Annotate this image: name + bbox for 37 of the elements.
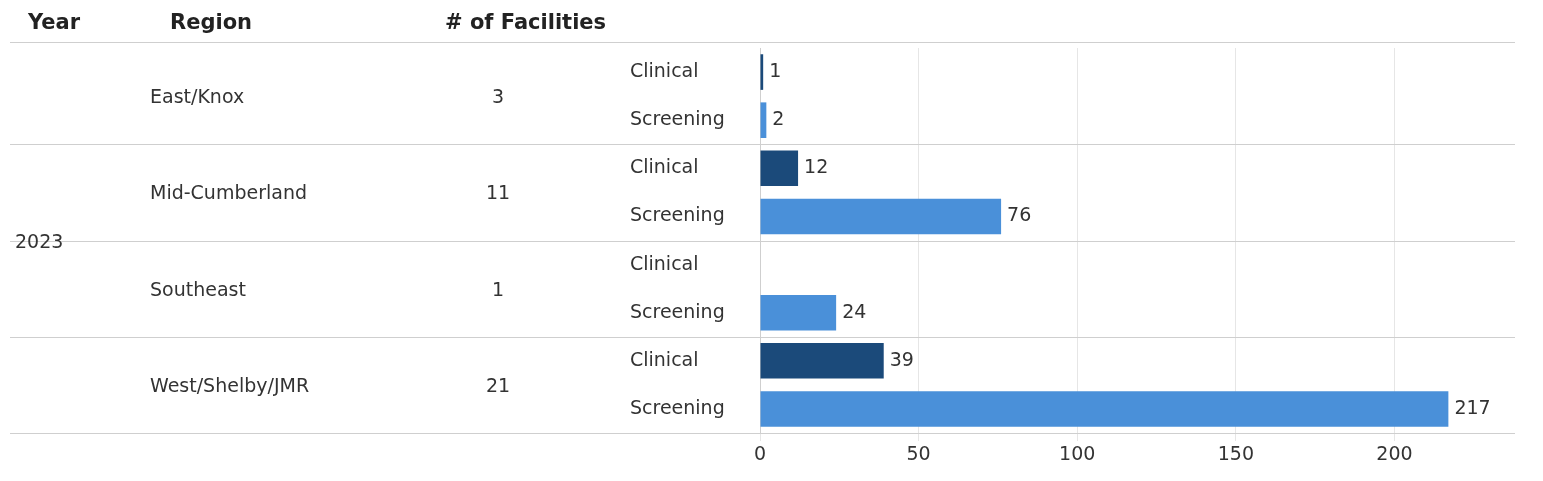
data-label: 76 [1007, 203, 1032, 226]
y-tick-label: Clinical [630, 347, 699, 370]
y-tick-label: Screening [630, 107, 725, 130]
bar [760, 294, 837, 331]
text: 21 [485, 373, 511, 396]
bar [760, 150, 799, 187]
text: East/Knox [150, 85, 245, 108]
text: 11 [485, 181, 511, 204]
bar [760, 391, 1449, 427]
text: # of Facilities [445, 10, 607, 34]
x-tick-label: 150 [1217, 442, 1254, 465]
data-label: 2 [772, 107, 785, 130]
text: Mid-Cumberland [150, 181, 307, 204]
data-label: 217 [1454, 395, 1491, 418]
y-tick-label: Screening [630, 395, 725, 418]
x-tick-label: 200 [1376, 442, 1413, 465]
text: 1 [491, 277, 505, 300]
text: Year [28, 10, 81, 34]
text: 3 [491, 85, 505, 108]
data-label: 24 [842, 299, 867, 322]
text: West/Shelby/JMR [150, 373, 310, 396]
bar [760, 343, 884, 379]
y-tick-label: Screening [630, 299, 725, 322]
data-label: 12 [804, 155, 829, 178]
y-tick-label: Screening [630, 203, 725, 226]
bar [760, 198, 1002, 235]
y-tick-label: Clinical [630, 155, 699, 178]
text: Region [170, 10, 253, 34]
data-label: 1 [769, 59, 782, 81]
data-label: 39 [889, 347, 914, 370]
x-tick-label: 0 [753, 442, 767, 465]
text: 2023 [15, 229, 64, 252]
text: Southeast [150, 277, 246, 300]
x-tick-label: 50 [906, 442, 931, 465]
y-tick-label: Clinical [630, 251, 699, 274]
x-tick-label: 100 [1059, 442, 1096, 465]
y-tick-label: Clinical [630, 59, 699, 81]
